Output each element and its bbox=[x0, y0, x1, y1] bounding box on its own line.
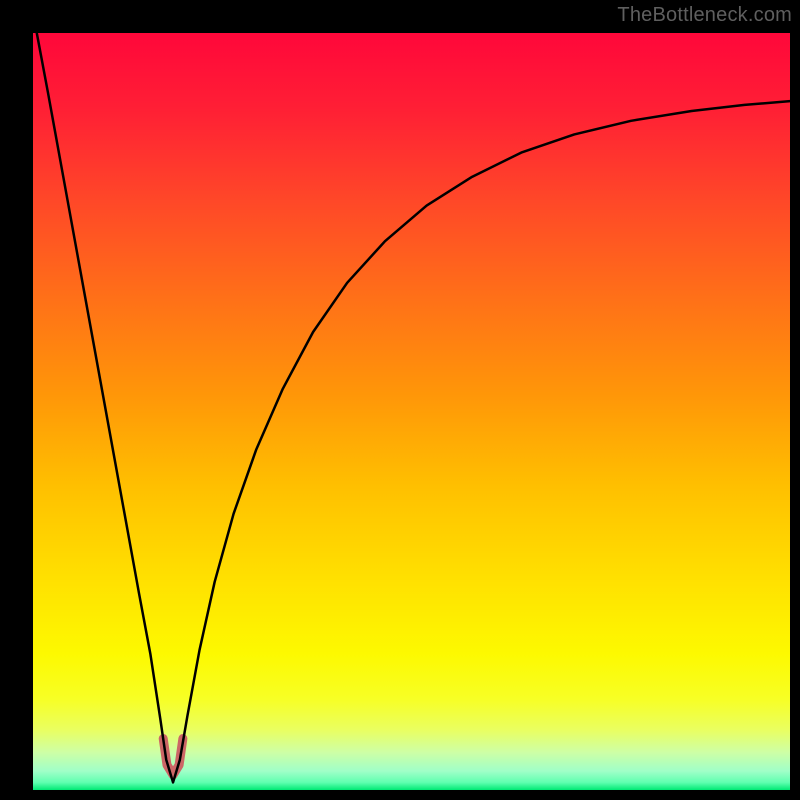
plot-background-gradient bbox=[33, 33, 790, 790]
chart-svg bbox=[0, 0, 800, 800]
watermark-text: TheBottleneck.com bbox=[617, 4, 792, 27]
chart-stage: TheBottleneck.com bbox=[0, 0, 800, 800]
